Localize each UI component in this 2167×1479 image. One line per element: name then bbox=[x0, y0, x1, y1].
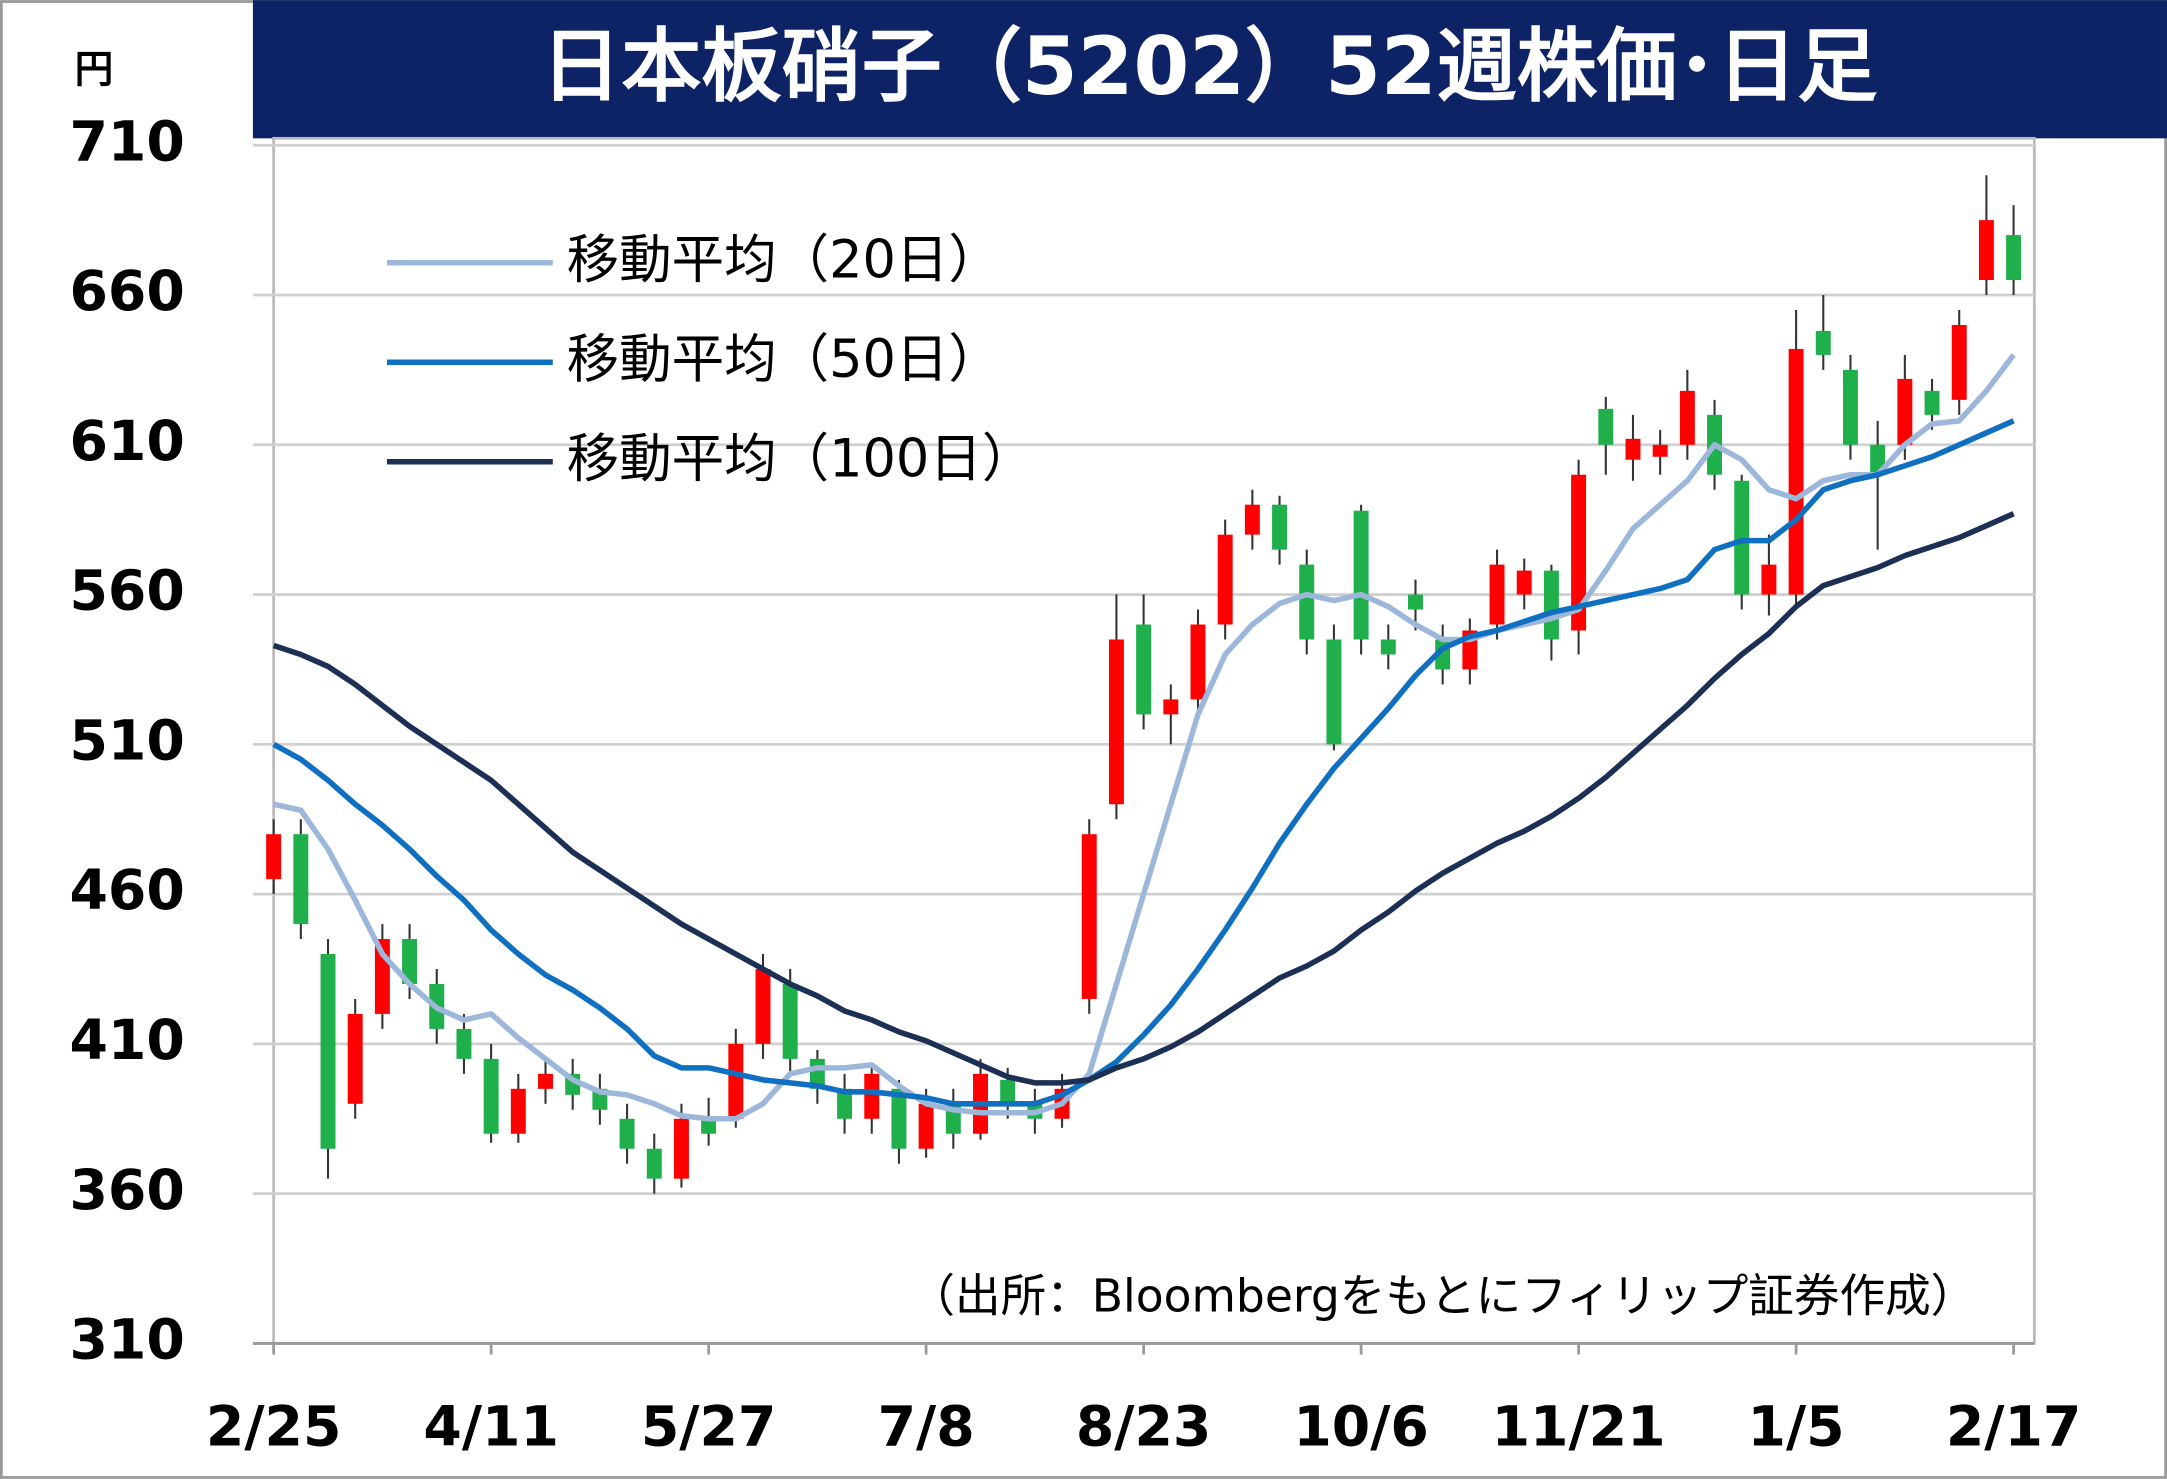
y-tick-label: 510 bbox=[69, 709, 184, 773]
candle-body bbox=[1978, 220, 1994, 281]
candle-body bbox=[1625, 438, 1641, 460]
candle-body bbox=[864, 1073, 880, 1119]
candle-body bbox=[1217, 534, 1233, 625]
candle-body bbox=[1408, 594, 1423, 610]
candle-body bbox=[728, 1043, 744, 1119]
legend-label: 移動平均（20日） bbox=[567, 229, 1001, 290]
candle-body bbox=[1543, 570, 1559, 640]
chart-title: 日本板硝子（5202）52週株価･日足 bbox=[541, 20, 1877, 113]
candle-body bbox=[1571, 474, 1587, 631]
candle-body bbox=[1734, 480, 1750, 595]
y-tick-label: 560 bbox=[69, 560, 184, 624]
moving-average-line bbox=[272, 418, 2015, 1107]
candle-body bbox=[1516, 570, 1532, 595]
x-tick-label: 8/23 bbox=[1076, 1396, 1212, 1460]
moving-average-line bbox=[273, 353, 2016, 1122]
candle-body bbox=[1136, 624, 1152, 715]
candle-body bbox=[1108, 639, 1124, 805]
candle-body bbox=[456, 1028, 472, 1059]
candle-body bbox=[837, 1088, 853, 1119]
candle-body bbox=[1380, 639, 1396, 655]
candle-body bbox=[701, 1118, 717, 1134]
candle-body bbox=[1951, 324, 1967, 400]
x-tick-label: 2/25 bbox=[206, 1396, 342, 1460]
candle-body bbox=[266, 834, 282, 880]
candle-body bbox=[320, 954, 336, 1149]
x-tick-label: 10/6 bbox=[1293, 1396, 1429, 1460]
candle-body bbox=[1788, 348, 1804, 595]
moving-average-line bbox=[272, 511, 2015, 1086]
candle-body bbox=[891, 1088, 907, 1149]
candle-body bbox=[1924, 390, 1940, 415]
candle-body bbox=[347, 1013, 363, 1104]
candle-body bbox=[2006, 235, 2022, 281]
candle-body bbox=[1489, 564, 1505, 625]
candle-body bbox=[918, 1103, 934, 1149]
title-banner bbox=[252, 0, 2167, 139]
x-tick-label: 2/17 bbox=[1946, 1396, 2082, 1460]
candle-body bbox=[1326, 639, 1342, 745]
candle-body bbox=[1244, 504, 1260, 535]
candle-body bbox=[673, 1118, 689, 1179]
candle-body bbox=[755, 969, 771, 1044]
x-tick-label: 7/8 bbox=[878, 1396, 975, 1460]
candle-body bbox=[1163, 699, 1179, 715]
legend-label: 移動平均（50日） bbox=[567, 329, 1001, 390]
y-unit: 円 bbox=[75, 47, 114, 92]
legend-label: 移動平均（100日） bbox=[567, 428, 1035, 489]
y-tick-label: 460 bbox=[69, 859, 184, 923]
x-tick-label: 11/21 bbox=[1492, 1396, 1666, 1460]
candle-body bbox=[538, 1073, 553, 1089]
candle-body bbox=[1652, 444, 1668, 457]
source-note: （出所：Bloombergをもとにフィリップ証券作成） bbox=[909, 1270, 1976, 1323]
candle-body bbox=[1897, 378, 1913, 445]
y-tick-label: 710 bbox=[69, 110, 184, 174]
y-tick-label: 360 bbox=[69, 1159, 184, 1223]
candle-body bbox=[510, 1088, 526, 1134]
candle-body bbox=[1000, 1079, 1016, 1104]
y-tick-label: 310 bbox=[69, 1309, 184, 1373]
candle-body bbox=[293, 834, 309, 925]
y-tick-label: 410 bbox=[69, 1009, 184, 1073]
y-tick-label: 610 bbox=[69, 410, 184, 474]
candle-body bbox=[1299, 564, 1315, 640]
candle-body bbox=[1190, 624, 1206, 700]
candle-body bbox=[782, 983, 798, 1059]
y-tick-label: 660 bbox=[69, 260, 184, 324]
candle-body bbox=[1815, 330, 1831, 355]
x-tick-label: 4/11 bbox=[423, 1396, 559, 1460]
candle-body bbox=[1353, 510, 1369, 640]
candle-body bbox=[619, 1118, 635, 1149]
candle-body bbox=[1842, 369, 1858, 445]
candle-body bbox=[1679, 390, 1695, 445]
candle-body bbox=[1081, 834, 1097, 999]
candle-body bbox=[483, 1058, 499, 1134]
candle-body bbox=[1598, 408, 1614, 445]
candle-body bbox=[1272, 504, 1288, 550]
candle-body bbox=[646, 1148, 662, 1179]
candle-body bbox=[402, 939, 418, 984]
x-tick-label: 5/27 bbox=[641, 1396, 777, 1460]
candle-body bbox=[1761, 564, 1777, 595]
x-tick-label: 1/5 bbox=[1748, 1396, 1845, 1460]
